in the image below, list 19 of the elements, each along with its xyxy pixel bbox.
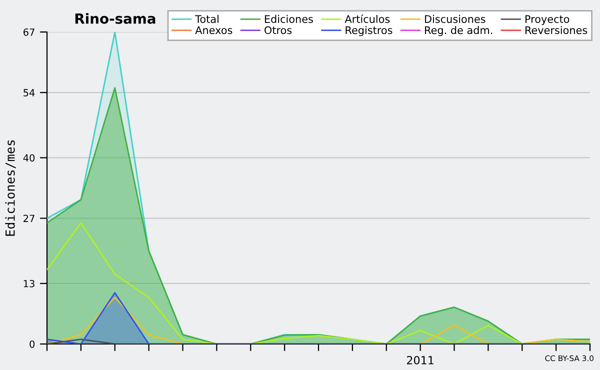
- legend-label: Registros: [346, 26, 392, 36]
- legend-label: Proyecto: [525, 15, 570, 26]
- y-tick-label: 54: [24, 89, 35, 96]
- chart-title: Rino-sama: [75, 13, 156, 24]
- y-tick-label: 40: [23, 154, 35, 162]
- legend-label: Otros: [264, 26, 292, 34]
- legend-label: Reversiones: [525, 26, 588, 34]
- y-tick-label: 27: [24, 214, 34, 222]
- y-tick-label: 67: [24, 28, 34, 36]
- legend-label: Anexos: [195, 26, 232, 34]
- x-tick-label: 2011: [406, 356, 434, 364]
- legend-label: Artículos: [344, 14, 390, 23]
- y-tick-label: 13: [24, 280, 34, 288]
- y-axis-title: Ediciones/mes: [5, 140, 16, 236]
- legend-label: Total: [195, 14, 218, 23]
- legend-label: Reg. de adm.: [425, 26, 492, 36]
- legend-label: Discusiones: [425, 14, 486, 23]
- y-tick-label: 0: [30, 340, 35, 348]
- legend-label: Ediciones: [264, 14, 313, 23]
